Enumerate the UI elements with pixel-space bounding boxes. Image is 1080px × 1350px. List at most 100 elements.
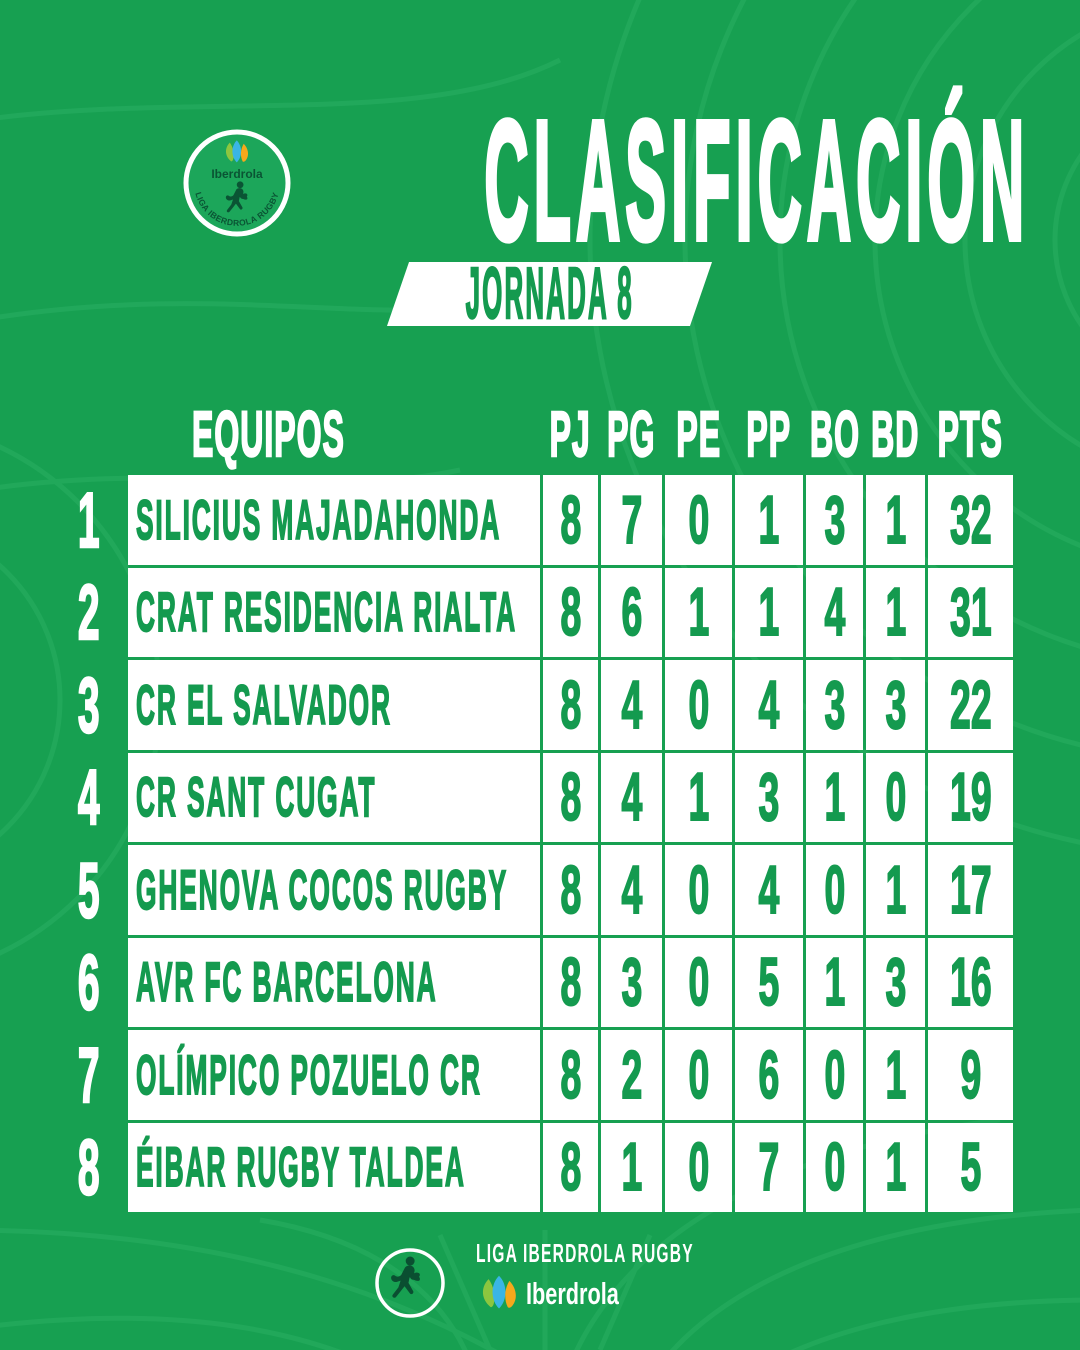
cell-pg: 4 [601,752,662,842]
cell-bo: 1 [806,752,863,842]
cell-bo: 3 [806,475,863,565]
cell-pg: 1 [601,1122,662,1212]
cell-pg: 7 [601,475,662,565]
cell-pe: 1 [665,567,732,657]
round-banner: JORNADA 8 [386,253,713,335]
cell-pe: 0 [665,475,732,565]
cell-pp: 7 [735,1122,803,1212]
cell-bo: 0 [806,1122,863,1212]
footer-league-label: LIGA IBERDROLA RUGBY [476,1238,694,1268]
cell-pts: 16 [928,937,1013,1027]
rugby-player-icon [225,181,248,213]
badge-circle [183,129,291,237]
page-title: CLASIFICACIÓN [0,86,1080,276]
cell-bo: 3 [806,660,863,750]
emblem-circle [375,1248,445,1318]
team-name: SILICIUS MAJADAHONDA [136,487,502,551]
team-name: CR SANT CUGAT [136,765,377,829]
cell-pp: 4 [735,845,803,935]
cell-bd: 1 [866,475,925,565]
standings-table: EQUIPOS PJ PG PE PP BO BD PTS 1 SILICIUS… [52,397,1013,1212]
iberdrola-droplets-icon [225,140,249,163]
team-name: CRAT RESIDENCIA RIALTA [136,580,518,644]
cell-pp: 1 [735,567,803,657]
cell-pe: 0 [665,660,732,750]
cell-pe: 0 [665,1122,732,1212]
row-position: 4 [77,753,100,842]
cell-pts: 9 [928,1030,1013,1120]
cell-pj: 8 [543,845,598,935]
col-header-equipos: EQUIPOS [191,398,345,470]
cell-pj: 8 [543,1030,598,1120]
cell-pe: 1 [665,752,732,842]
cell-pp: 6 [735,1030,803,1120]
round-label: JORNADA 8 [465,253,635,335]
cell-bd: 3 [866,937,925,1027]
row-position: 7 [77,1030,100,1119]
cell-bo: 1 [806,937,863,1027]
cell-pts: 19 [928,752,1013,842]
team-name-cell: GHENOVA COCOS RUGBY [128,845,540,935]
cell-pj: 8 [543,567,598,657]
cell-pg: 2 [601,1030,662,1120]
iberdrola-droplets-icon [482,1275,516,1309]
cell-pts: 31 [928,567,1013,657]
cell-pp: 3 [735,752,803,842]
cell-pe: 0 [665,845,732,935]
header-corner [52,397,125,472]
cell-pg: 6 [601,567,662,657]
team-name-cell: SILICIUS MAJADAHONDA [128,475,540,565]
row-position: 2 [77,568,100,657]
row-position: 8 [77,1123,100,1212]
cell-pp: 4 [735,660,803,750]
team-name-cell: OLÍMPICO POZUELO CR [128,1030,540,1120]
row-position: 5 [77,845,100,934]
footer-brand-wordmark: Iberdrola [526,1275,619,1311]
row-position: 3 [77,660,100,749]
cell-bo: 4 [806,567,863,657]
team-name: AVR FC BARCELONA [136,950,438,1014]
cell-pts: 32 [928,475,1013,565]
team-name: ÉIBAR RUGBY TALDEA [136,1135,466,1199]
cell-bo: 0 [806,845,863,935]
cell-bd: 1 [866,567,925,657]
col-header-bd: BD [871,398,920,470]
team-name: GHENOVA COCOS RUGBY [136,857,509,921]
cell-pj: 8 [543,1122,598,1212]
row-position: 6 [77,938,100,1027]
cell-bd: 3 [866,660,925,750]
cell-pg: 4 [601,845,662,935]
rugby-player-icon [391,1256,420,1298]
cell-pts: 22 [928,660,1013,750]
team-name: CR EL SALVADOR [136,672,392,736]
col-header-pe: PE [676,398,721,470]
cell-pj: 8 [543,475,598,565]
cell-pp: 1 [735,475,803,565]
cell-pg: 3 [601,937,662,1027]
col-header-pj: PJ [549,398,592,470]
col-header-pts: PTS [937,398,1004,470]
col-header-pp: PP [746,398,792,470]
cell-pg: 4 [601,660,662,750]
cell-bd: 1 [866,1122,925,1212]
cell-pp: 5 [735,937,803,1027]
cell-pj: 8 [543,752,598,842]
league-badge-logo: Iberdrola LIGA IBERDROLA RUGBY [183,129,291,237]
team-name-cell: CR SANT CUGAT [128,752,540,842]
col-header-bo: BO [809,398,860,470]
team-name-cell: ÉIBAR RUGBY TALDEA [128,1122,540,1212]
cell-pe: 0 [665,937,732,1027]
page-title-text: CLASIFICACIÓN [483,86,1030,276]
footer-player-emblem [375,1248,445,1318]
badge-brand-text: Iberdrola [211,167,263,181]
cell-bd: 1 [866,845,925,935]
team-name-cell: CRAT RESIDENCIA RIALTA [128,567,540,657]
col-header-pg: PG [607,398,656,470]
cell-bd: 0 [866,752,925,842]
team-name-cell: CR EL SALVADOR [128,660,540,750]
cell-pts: 5 [928,1122,1013,1212]
cell-bd: 1 [866,1030,925,1120]
footer-brand-logo: Iberdrola [480,1272,659,1314]
cell-pj: 8 [543,937,598,1027]
